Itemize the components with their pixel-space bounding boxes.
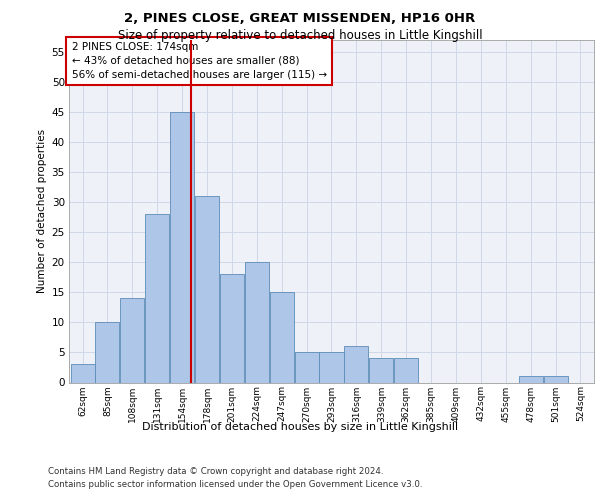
Bar bbox=[394, 358, 418, 382]
Bar bbox=[95, 322, 119, 382]
Bar bbox=[121, 298, 145, 382]
Text: 2, PINES CLOSE, GREAT MISSENDEN, HP16 0HR: 2, PINES CLOSE, GREAT MISSENDEN, HP16 0H… bbox=[124, 12, 476, 26]
Bar bbox=[220, 274, 244, 382]
Bar bbox=[145, 214, 169, 382]
Bar bbox=[369, 358, 394, 382]
Text: Distribution of detached houses by size in Little Kingshill: Distribution of detached houses by size … bbox=[142, 422, 458, 432]
Bar bbox=[170, 112, 194, 382]
Text: Size of property relative to detached houses in Little Kingshill: Size of property relative to detached ho… bbox=[118, 29, 482, 42]
Y-axis label: Number of detached properties: Number of detached properties bbox=[37, 129, 47, 294]
Bar bbox=[344, 346, 368, 382]
Bar bbox=[195, 196, 219, 382]
Text: 2 PINES CLOSE: 174sqm
← 43% of detached houses are smaller (88)
56% of semi-deta: 2 PINES CLOSE: 174sqm ← 43% of detached … bbox=[71, 42, 327, 80]
Bar bbox=[269, 292, 294, 382]
Bar bbox=[245, 262, 269, 382]
Text: Contains HM Land Registry data © Crown copyright and database right 2024.: Contains HM Land Registry data © Crown c… bbox=[48, 468, 383, 476]
Bar bbox=[544, 376, 568, 382]
Bar bbox=[295, 352, 319, 382]
Bar bbox=[319, 352, 344, 382]
Bar bbox=[518, 376, 542, 382]
Text: Contains public sector information licensed under the Open Government Licence v3: Contains public sector information licen… bbox=[48, 480, 422, 489]
Bar bbox=[71, 364, 95, 382]
